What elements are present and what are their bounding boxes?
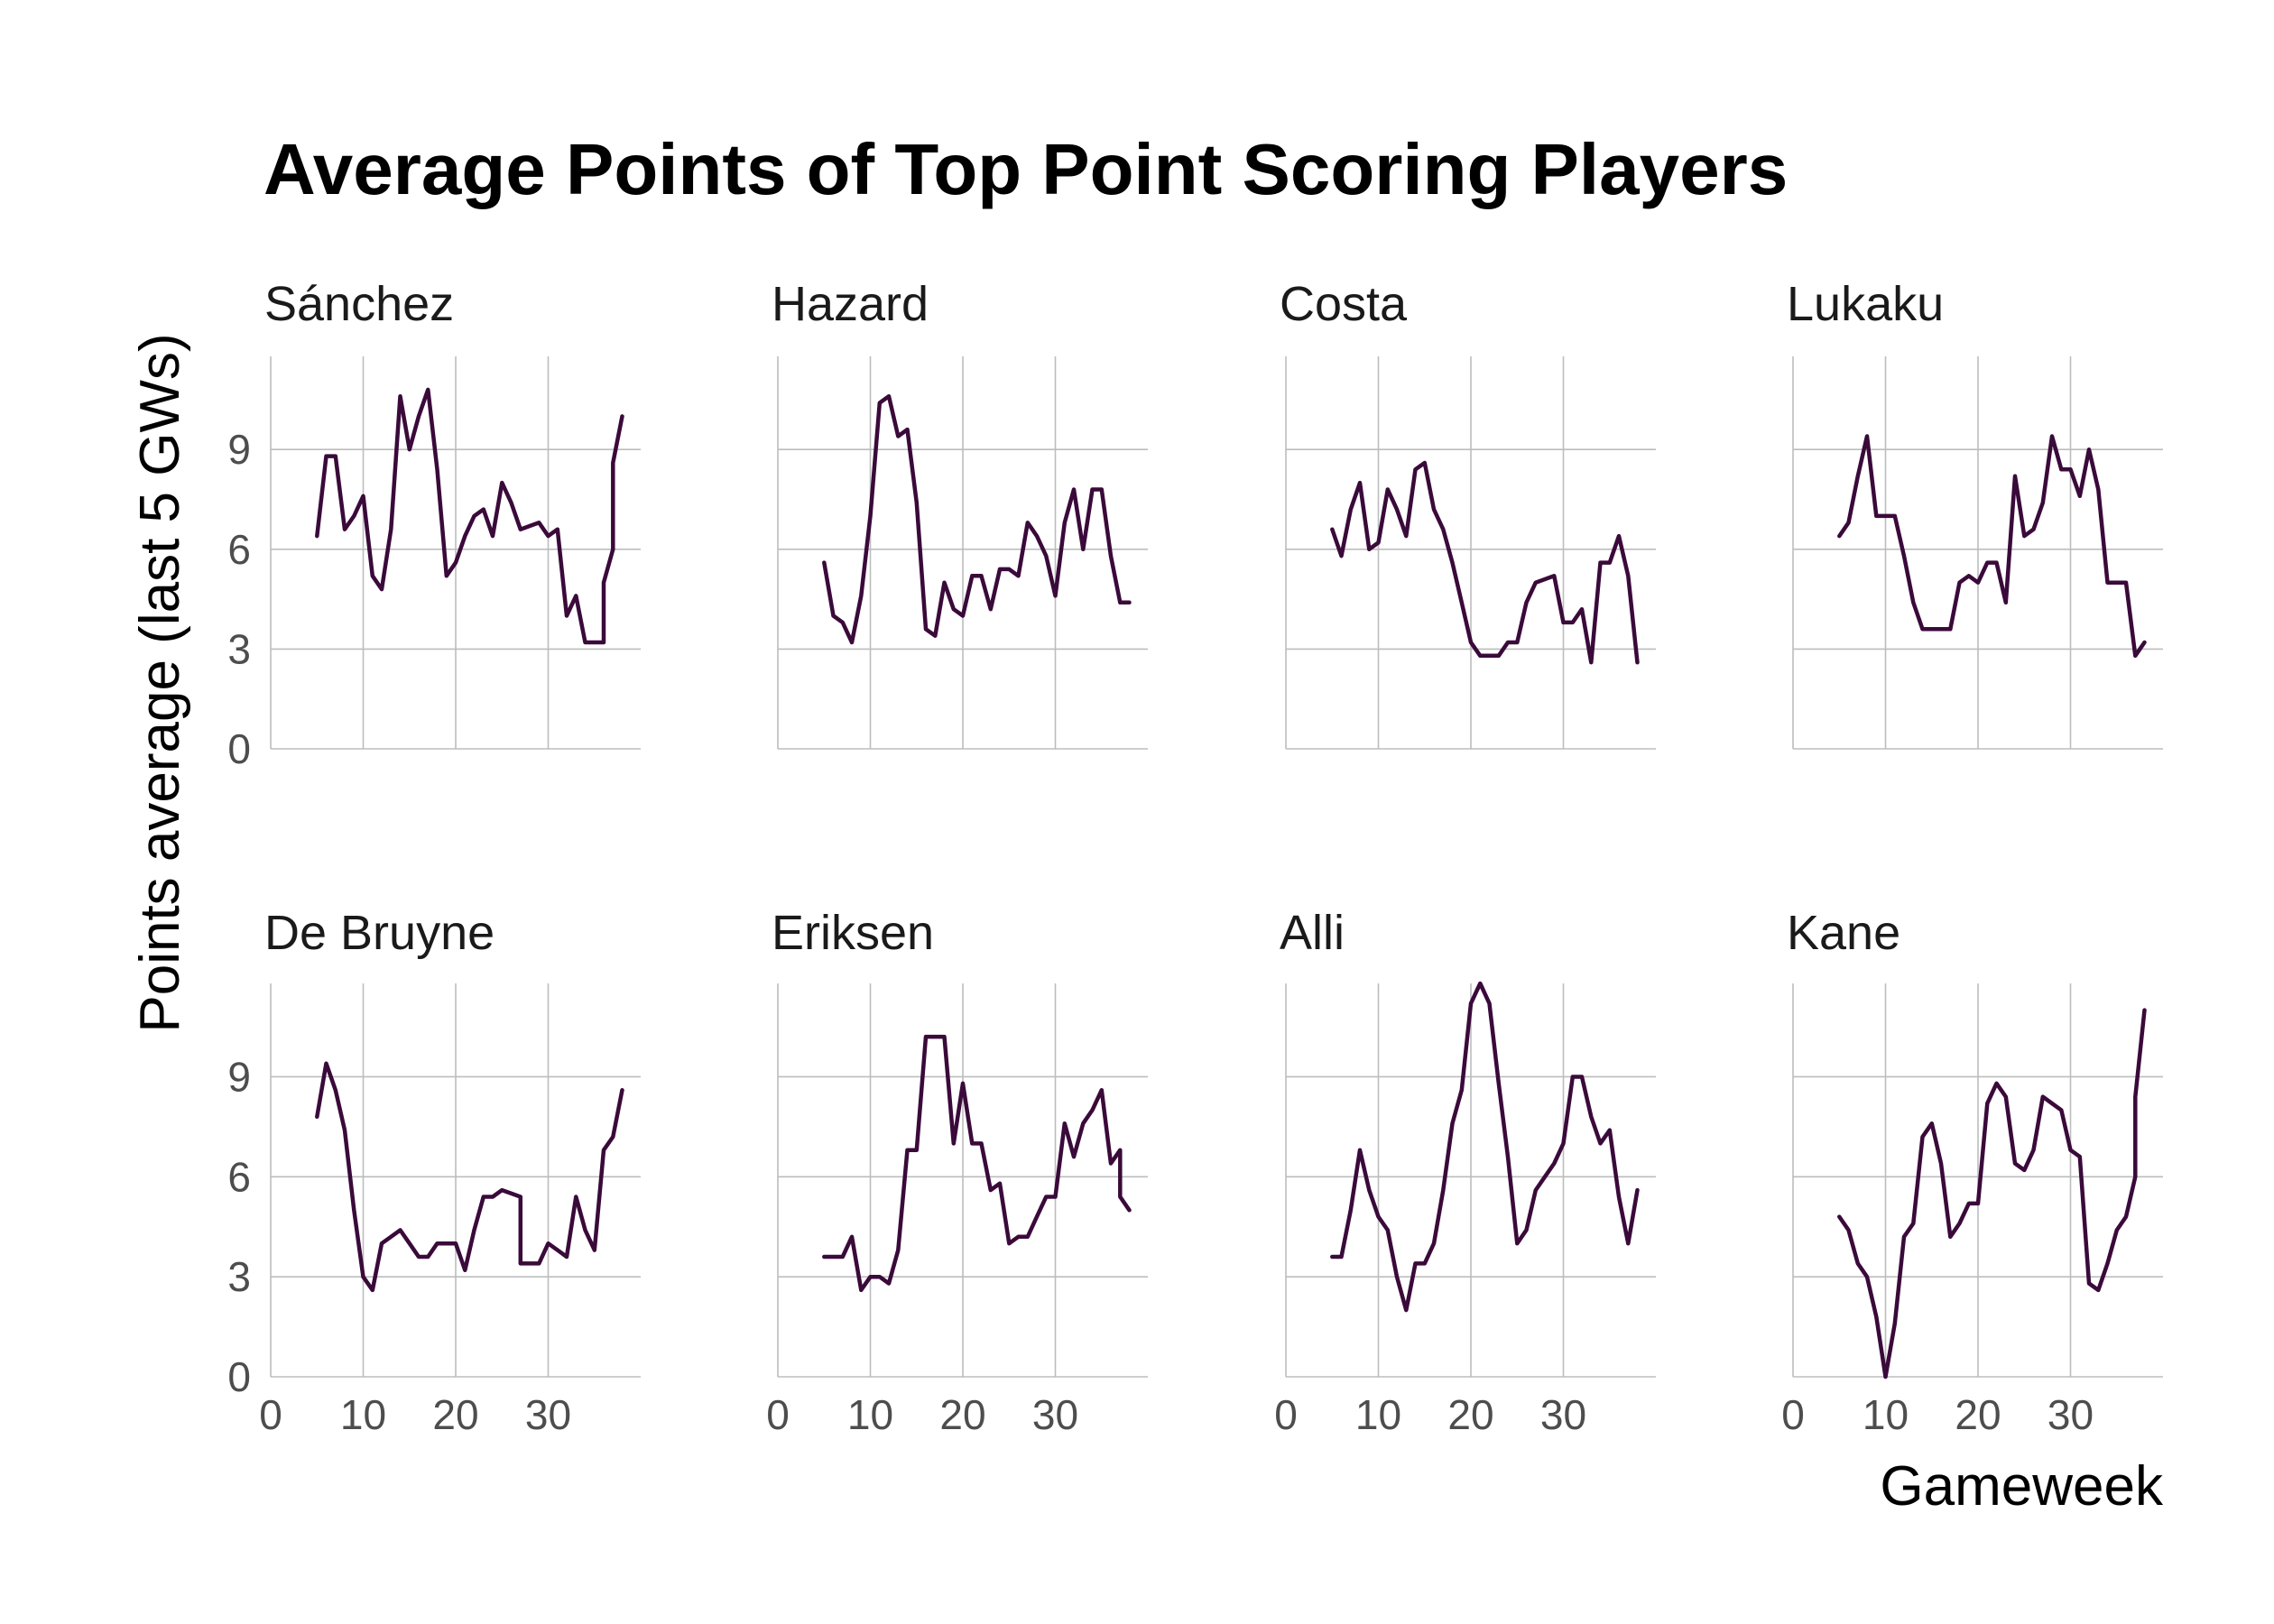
y-axis-title: Points average (last 5 GWs) bbox=[129, 333, 191, 1032]
x-tick-label: 0 bbox=[1781, 1391, 1805, 1438]
series-line-lukaku bbox=[1837, 434, 2147, 659]
facet-label-s-nchez: Sánchez bbox=[264, 277, 454, 331]
facet-label-lukaku: Lukaku bbox=[1787, 277, 1944, 331]
facet-label-eriksen: Eriksen bbox=[772, 906, 934, 960]
panel-hazard: Hazard bbox=[772, 277, 1148, 750]
facet-label-de-bruyne: De Bruyne bbox=[264, 906, 495, 960]
facet-label-alli: Alli bbox=[1280, 906, 1345, 960]
x-tick-label: 20 bbox=[432, 1391, 478, 1438]
series-line-alli bbox=[1330, 981, 1640, 1313]
y-tick-label: 0 bbox=[227, 725, 251, 772]
facet-label-kane: Kane bbox=[1787, 906, 1900, 960]
panel-kane: Kane 0 10 20 30 bbox=[1781, 906, 2163, 1438]
series-line-eriksen bbox=[822, 1034, 1132, 1293]
series-line-kane bbox=[1837, 1008, 2147, 1379]
x-tick-label: 0 bbox=[1274, 1391, 1298, 1438]
x-axis-title: Gameweek bbox=[1880, 1455, 2164, 1518]
x-tick-label: 20 bbox=[1447, 1391, 1493, 1438]
facet-label-costa: Costa bbox=[1280, 277, 1408, 331]
y-tick-label: 9 bbox=[227, 1053, 251, 1100]
x-tick-label: 30 bbox=[1032, 1391, 1078, 1438]
x-tick-label: 10 bbox=[340, 1391, 386, 1438]
series-line-s-nchez bbox=[315, 387, 624, 645]
y-tick-label: 0 bbox=[227, 1353, 251, 1400]
panel-de-bruyne: De Bruyne 0 3 6 9 0 10 20 30 bbox=[227, 906, 641, 1438]
x-tick-label: 20 bbox=[1955, 1391, 2001, 1438]
facet-label-hazard: Hazard bbox=[772, 277, 929, 331]
y-tick-label: 6 bbox=[227, 1153, 251, 1200]
y-tick-label: 3 bbox=[227, 625, 251, 672]
panel-eriksen: Eriksen 0 10 20 30 bbox=[766, 906, 1148, 1438]
series-line-costa bbox=[1330, 460, 1640, 665]
x-tick-label: 10 bbox=[1355, 1391, 1401, 1438]
y-tick-label: 9 bbox=[227, 426, 251, 473]
panel-costa: Costa bbox=[1280, 277, 1656, 750]
series-line-de-bruyne bbox=[315, 1061, 624, 1293]
panel-alli: Alli 0 10 20 30 bbox=[1274, 906, 1656, 1438]
facet-panels: Sánchez 0 3 6 9 Hazard Costa Lukaku De Bruyne 0 3 6… bbox=[227, 277, 2163, 1438]
x-tick-label: 30 bbox=[1540, 1391, 1586, 1438]
x-tick-label: 10 bbox=[847, 1391, 893, 1438]
y-tick-label: 6 bbox=[227, 526, 251, 573]
panel-lukaku: Lukaku bbox=[1787, 277, 2163, 750]
y-tick-label: 3 bbox=[227, 1253, 251, 1300]
x-tick-label: 30 bbox=[2048, 1391, 2094, 1438]
panel-s-nchez: Sánchez 0 3 6 9 bbox=[227, 277, 641, 772]
x-tick-label: 0 bbox=[259, 1391, 282, 1438]
series-line-hazard bbox=[822, 393, 1132, 645]
x-tick-label: 20 bbox=[939, 1391, 985, 1438]
chart-title: Average Points of Top Point Scoring Play… bbox=[263, 129, 1788, 209]
x-tick-label: 30 bbox=[525, 1391, 571, 1438]
x-tick-label: 10 bbox=[1863, 1391, 1909, 1438]
x-tick-label: 0 bbox=[766, 1391, 790, 1438]
